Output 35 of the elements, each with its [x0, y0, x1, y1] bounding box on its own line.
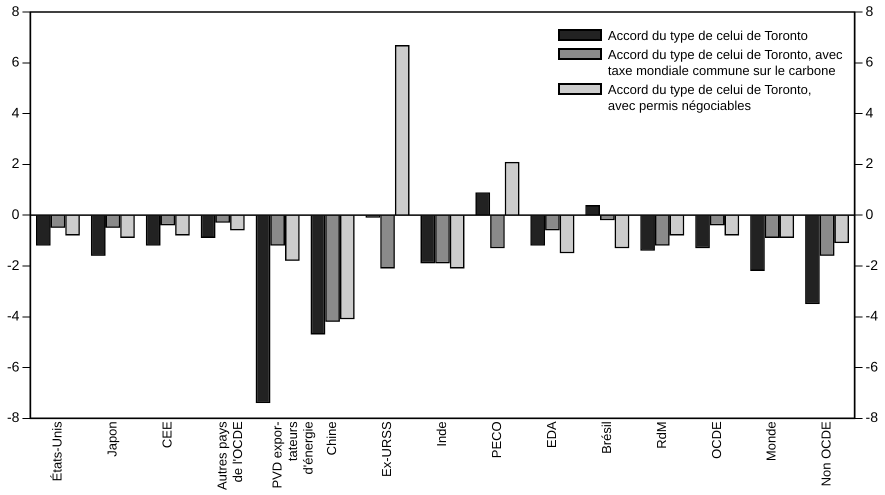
x-tick-label: Brésil	[598, 421, 614, 454]
y2-tick-label: 4	[866, 104, 874, 120]
x-tick-label: Inde	[434, 421, 450, 447]
x-tick-label: PECO	[489, 421, 504, 458]
x-tick-label: Chine	[324, 421, 340, 456]
y-tick-label: 0	[12, 206, 20, 222]
y-tick-label: 2	[12, 155, 20, 172]
x-tick-label: Ex-URSS	[379, 421, 394, 477]
y-tick-label: -8	[6, 409, 20, 426]
y-tick-label: -6	[6, 358, 20, 374]
x-tick-label: États-Unis	[49, 420, 64, 482]
x-tick-label: Autres pays de l'OCDE	[214, 420, 245, 490]
y2-tick-label: 6	[866, 54, 874, 70]
y-tick-label: -4	[6, 308, 20, 324]
legend-label: Accord du type de celui de Toronto, avec taxe mondiale commune sur le carbone	[608, 47, 843, 79]
x-tick-label: Monde	[764, 421, 779, 462]
x-tick-label: OCDE	[708, 421, 724, 459]
legend-label: Accord du type de celui de Toronto, avec permis négociables	[608, 82, 812, 114]
y-tick-label: 8	[12, 2, 20, 19]
legend-label: Accord du type de celui de Toronto	[608, 28, 808, 44]
y-tick-label: 6	[12, 54, 20, 70]
y2-tick-label: -2	[866, 256, 878, 273]
y2-tick-label: 0	[866, 206, 874, 222]
y2-tick-label: -4	[866, 308, 878, 324]
y-tick-label: -2	[6, 256, 20, 273]
y2-tick-label: -8	[866, 409, 878, 426]
x-tick-label: Japon	[104, 421, 120, 457]
x-tick-label: Non OCDE	[818, 421, 834, 486]
y2-tick-label: -6	[866, 358, 878, 374]
y2-tick-label: 8	[866, 2, 874, 19]
x-tick-label: CEE	[159, 421, 174, 448]
x-tick-label: EDA	[544, 421, 559, 448]
y-tick-label: 4	[12, 104, 20, 120]
x-tick-label: RdM	[654, 421, 669, 449]
y2-tick-label: 2	[866, 155, 874, 172]
